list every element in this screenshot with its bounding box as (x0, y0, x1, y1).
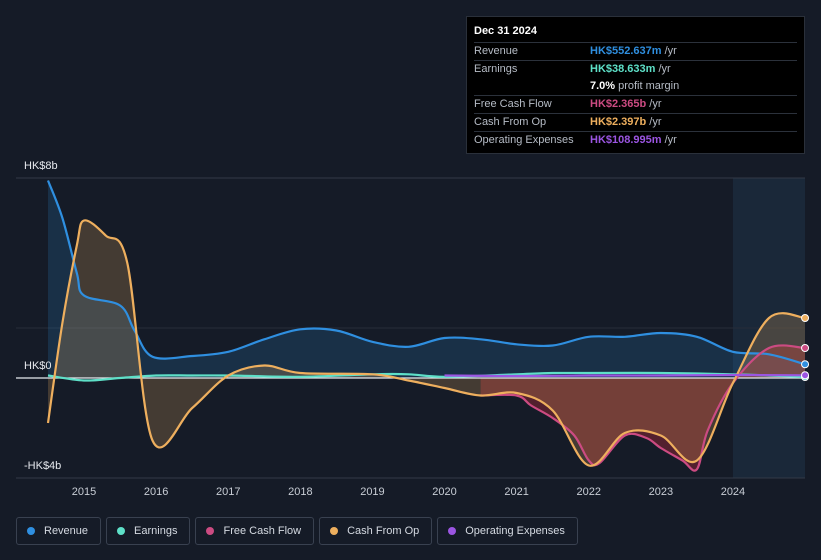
tooltip-row-operating-expenses: Operating Expenses HK$108.995m/yr (474, 131, 797, 148)
tooltip-label: Revenue (474, 45, 519, 57)
legend-dot-icon (206, 527, 215, 535)
tooltip-unit: /yr (658, 63, 671, 75)
tooltip-value: HK$2.365b (590, 98, 647, 110)
tooltip-label: Cash From Op (474, 116, 547, 128)
cash-from-op-line (46, 219, 806, 467)
tooltip-label (474, 78, 590, 94)
x-tick-label-2020: 2020 (432, 486, 457, 498)
tooltip-unit: /yr (649, 98, 662, 110)
revenue-line (46, 180, 806, 366)
legend-dot-icon (117, 527, 126, 535)
y-tick-label-top: HK$8b (24, 160, 58, 172)
tooltip-row-profit-margin: 7.0% profit margin (474, 78, 797, 94)
cash-from-op-area (48, 220, 805, 466)
x-tick-label-2022: 2022 (576, 486, 601, 498)
legend-dot-icon (448, 527, 457, 535)
x-tick-label-2021: 2021 (504, 486, 529, 498)
tooltip-unit: profit margin (618, 80, 680, 92)
x-tick-label-2015: 2015 (71, 486, 97, 498)
tooltip-unit: /yr (649, 116, 662, 128)
tooltip-row-cash-from-op: Cash From Op HK$2.397b/yr (474, 113, 797, 130)
legend-item-operating-expenses[interactable]: Operating Expenses (437, 517, 578, 545)
tooltip-date: Dec 31 2024 (474, 25, 537, 37)
x-tick-label-2016: 2016 (143, 486, 169, 498)
tooltip-value: 7.0% (590, 80, 616, 92)
free-cash-flow-area (480, 345, 805, 471)
tooltip-value: HK$552.637m (590, 45, 662, 57)
cash-from-op-end-marker (801, 314, 810, 322)
tooltip-label: Free Cash Flow (474, 98, 552, 110)
legend-item-earnings[interactable]: Earnings (106, 517, 191, 545)
x-tick-label-2018: 2018 (288, 486, 313, 498)
x-tick-label-2023: 2023 (648, 486, 674, 498)
legend-label: Operating Expenses (465, 525, 565, 537)
tooltip-row-earnings: Earnings HK$38.633m/yr (474, 60, 797, 77)
operating-expenses-line (444, 373, 806, 378)
tooltip-value: HK$108.995m (590, 134, 662, 146)
tooltip-row-free-cash-flow: Free Cash Flow HK$2.365b/yr (474, 95, 797, 112)
legend-label: Cash From Op (347, 525, 420, 537)
tooltip-unit: /yr (664, 45, 677, 57)
tooltip-row-revenue: Revenue HK$552.637m/yr (474, 42, 797, 59)
tooltip-value: HK$38.633m (590, 63, 656, 75)
x-tick-label-2019: 2019 (360, 486, 385, 498)
x-tick-label-2024: 2024 (720, 486, 746, 498)
legend-label: Earnings (134, 525, 178, 537)
revenue-end-marker (801, 360, 810, 369)
y-tick-label-bottom: -HK$4b (24, 460, 62, 472)
legend-label: Free Cash Flow (223, 525, 302, 537)
free-cash-flow-end-marker (801, 344, 810, 352)
operating-expenses-end-marker (801, 371, 810, 380)
free-cash-flow-line (480, 344, 806, 472)
tooltip-unit: /yr (664, 134, 677, 146)
legend-item-revenue[interactable]: Revenue (16, 517, 102, 545)
tooltip-label: Earnings (474, 63, 518, 75)
earnings-line (47, 371, 806, 382)
x-tick-label-2017: 2017 (216, 486, 241, 498)
legend-label: Revenue (44, 525, 89, 537)
legend-item-cash-from-op[interactable]: Cash From Op (319, 517, 433, 545)
data-tooltip: Dec 31 2024 Revenue HK$552.637m/yr Earning… (466, 16, 805, 154)
revenue-area (48, 180, 805, 378)
tooltip-value: HK$2.397b (590, 116, 647, 128)
legend-dot-icon (27, 527, 35, 535)
legend-dot-icon (330, 527, 339, 535)
legend-item-free-cash-flow[interactable]: Free Cash Flow (195, 517, 315, 545)
y-tick-label-zero: HK$0 (24, 360, 52, 372)
chart-legend: Revenue Earnings Free Cash Flow Cash From O… (16, 517, 578, 545)
tooltip-label: Operating Expenses (474, 134, 574, 146)
